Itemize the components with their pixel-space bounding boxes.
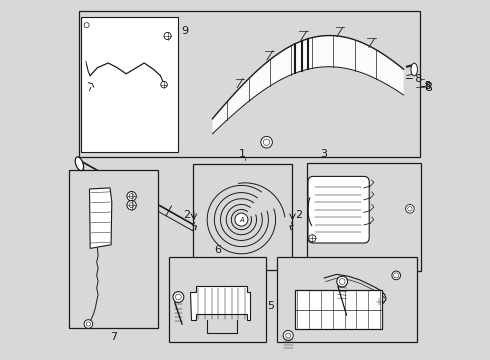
Text: 5: 5 <box>267 301 274 311</box>
Circle shape <box>392 271 400 280</box>
Circle shape <box>337 276 347 287</box>
Circle shape <box>129 203 134 208</box>
Circle shape <box>261 136 272 148</box>
Text: 3: 3 <box>320 149 327 159</box>
Polygon shape <box>90 188 112 248</box>
Polygon shape <box>190 286 250 320</box>
Bar <box>69 170 158 328</box>
Circle shape <box>283 330 293 341</box>
Circle shape <box>175 294 181 300</box>
Text: A: A <box>239 217 244 222</box>
Circle shape <box>406 204 414 213</box>
Text: 4: 4 <box>378 261 385 271</box>
Text: ─ 8: ─ 8 <box>405 74 422 84</box>
Circle shape <box>309 235 316 242</box>
Text: 2: 2 <box>294 210 302 220</box>
Bar <box>81 17 178 152</box>
Circle shape <box>127 201 136 210</box>
Bar <box>79 11 419 157</box>
Circle shape <box>286 333 291 338</box>
Text: 7: 7 <box>110 332 117 342</box>
Circle shape <box>161 81 167 88</box>
Circle shape <box>376 298 383 305</box>
Ellipse shape <box>411 63 417 76</box>
Circle shape <box>408 207 412 211</box>
Circle shape <box>263 139 270 145</box>
Ellipse shape <box>75 157 84 171</box>
Text: 1: 1 <box>239 149 246 159</box>
Text: 8: 8 <box>424 81 432 94</box>
Circle shape <box>235 213 248 226</box>
Text: 2: 2 <box>183 210 190 220</box>
Bar <box>193 164 292 270</box>
Bar <box>307 163 421 271</box>
Circle shape <box>84 23 89 28</box>
Circle shape <box>173 292 184 302</box>
Circle shape <box>129 194 134 199</box>
Circle shape <box>86 322 91 326</box>
Text: 6: 6 <box>214 244 221 255</box>
Text: 9: 9 <box>181 26 189 36</box>
FancyBboxPatch shape <box>295 290 382 329</box>
Circle shape <box>127 192 136 201</box>
Circle shape <box>393 273 399 278</box>
Circle shape <box>84 320 93 328</box>
Bar <box>277 257 417 342</box>
FancyBboxPatch shape <box>308 176 369 243</box>
Bar <box>169 257 266 342</box>
Circle shape <box>339 279 345 284</box>
Text: –8: –8 <box>421 81 432 91</box>
Polygon shape <box>213 36 404 134</box>
Text: –8: –8 <box>421 81 432 91</box>
Circle shape <box>164 32 171 40</box>
